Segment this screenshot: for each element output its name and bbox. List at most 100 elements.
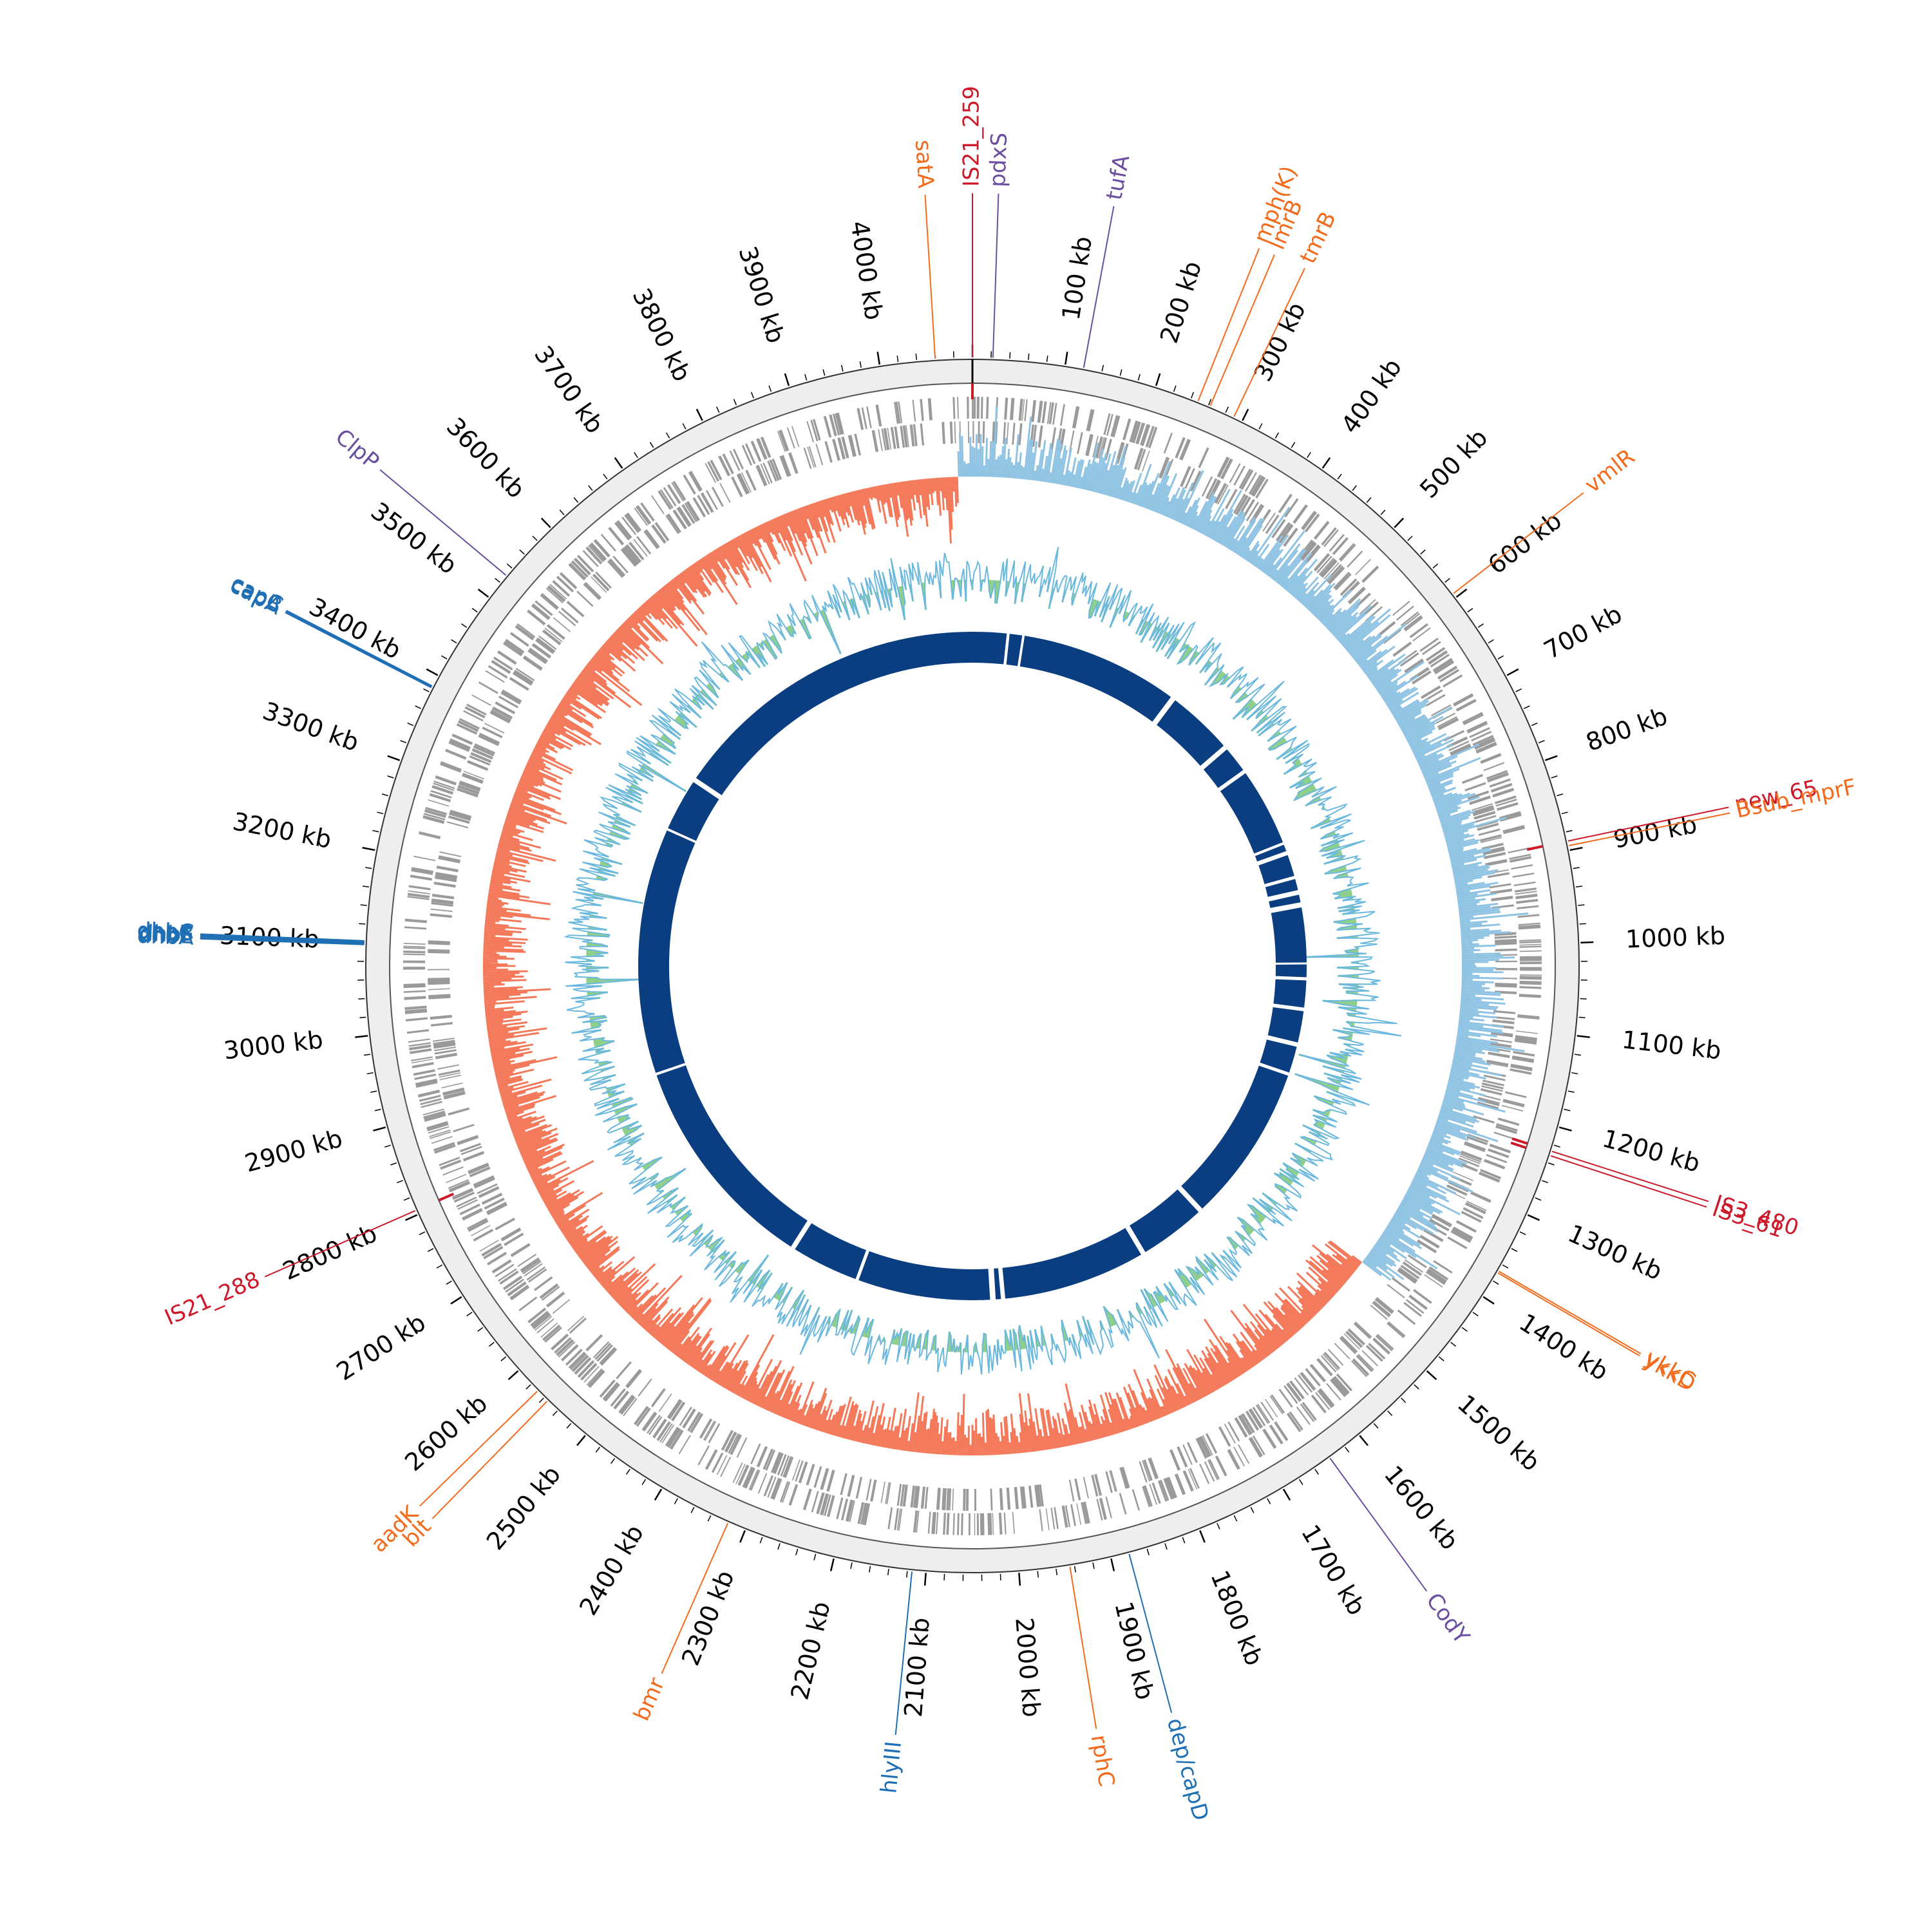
gene-bar <box>737 1464 750 1486</box>
gc-skew-bar <box>1365 666 1378 676</box>
gc-skew-bar <box>1430 1136 1448 1145</box>
gene-bar <box>896 1508 901 1531</box>
gene-bar <box>430 790 452 799</box>
gc-skew-bar <box>1393 1214 1417 1230</box>
gc-skew-bar <box>712 550 726 569</box>
gene-bar <box>1494 935 1517 939</box>
gene-bar <box>439 1072 461 1078</box>
gc-content-fill <box>655 1175 673 1189</box>
gene-bar <box>1489 1143 1511 1153</box>
major-tick <box>477 588 489 598</box>
gene-bar <box>423 813 446 820</box>
gc-content-line <box>563 547 1401 1375</box>
gene-bar <box>1431 1214 1452 1227</box>
gene-bar <box>580 1363 598 1381</box>
gene-bar <box>1479 834 1502 842</box>
feature-leader-line <box>285 612 432 688</box>
gene-bar <box>1146 426 1155 448</box>
gc-skew-bar <box>490 1046 505 1052</box>
gc-skew-bar <box>1407 727 1436 743</box>
gene-bar <box>1488 1148 1510 1159</box>
gene-bar <box>1463 713 1484 726</box>
gc-skew-bar <box>612 1271 642 1299</box>
gene-bar <box>468 1163 489 1175</box>
feature-leader-line <box>285 611 432 688</box>
gc-skew-bar <box>1326 1253 1353 1276</box>
gene-bar <box>1327 1349 1344 1366</box>
gc-skew-bar <box>698 559 715 583</box>
gc-skew-bar <box>508 1117 523 1124</box>
gene-bar <box>878 429 883 451</box>
gc-skew-bar <box>1370 1249 1393 1267</box>
gc-skew-bar <box>1121 480 1130 500</box>
gc-skew-bar <box>1145 1410 1152 1423</box>
gc-skew-bar <box>682 1336 702 1361</box>
gc-skew-bar <box>797 508 810 540</box>
gc-skew-bar <box>1095 453 1108 493</box>
gc-skew-bar <box>636 1274 683 1324</box>
gc-skew-bar <box>551 1203 571 1217</box>
gene-bar <box>1225 489 1237 509</box>
gene-bar <box>1409 623 1428 638</box>
gc-skew-bar <box>1068 1409 1079 1444</box>
gc-skew-bar <box>621 1293 638 1309</box>
gc-content-fill <box>1159 1296 1164 1303</box>
gc-skew-bar <box>670 580 679 590</box>
gc-skew-bar <box>1459 906 1501 914</box>
gene-bar <box>1103 413 1111 435</box>
gc-skew-bar <box>508 808 551 824</box>
gc-skew-bar <box>1419 754 1444 768</box>
gene-bar <box>1519 943 1542 946</box>
major-tick <box>540 517 551 528</box>
gc-skew-bar <box>848 1405 859 1440</box>
gene-bar <box>536 638 556 654</box>
gc-skew-bar <box>540 734 565 749</box>
gc-skew-bar <box>1363 661 1378 673</box>
gene-bar <box>515 625 535 641</box>
gc-skew-bar <box>1300 1285 1323 1309</box>
gc-skew-bar <box>1460 923 1482 927</box>
gc-skew-bar <box>717 1334 750 1385</box>
gene-bar <box>1050 1507 1056 1530</box>
gc-skew-bar <box>1039 1408 1048 1450</box>
gc-skew-bar <box>1424 772 1439 780</box>
gene-bar <box>531 605 550 620</box>
gc-skew-bar <box>515 788 544 801</box>
gc-skew-bar <box>864 488 876 529</box>
minor-tick <box>896 355 899 363</box>
gene-bar <box>1045 1508 1050 1531</box>
gene-bar <box>772 1478 782 1500</box>
gc-skew-bar <box>1388 699 1403 710</box>
gc-skew-bar <box>773 518 793 557</box>
feature-leader-line <box>992 193 999 358</box>
gc-skew-bar <box>1199 1357 1220 1390</box>
gene-bar <box>583 1365 600 1383</box>
gc-skew-bar <box>752 527 761 540</box>
tick-label: 500 kb <box>1414 423 1493 504</box>
major-tick <box>654 1488 663 1501</box>
gene-bar <box>510 1243 531 1258</box>
gc-skew-bar <box>1392 1216 1406 1226</box>
gene-bar <box>411 867 433 873</box>
major-tick <box>1527 1214 1540 1221</box>
gc-skew-bar <box>690 1351 703 1367</box>
feature-label-is21-288: IS21_288 <box>161 1267 264 1331</box>
gc-skew-bar <box>650 596 663 610</box>
gene-bar <box>1238 468 1251 489</box>
gc-skew-bar <box>1093 1403 1104 1438</box>
gene-bar <box>535 1316 553 1331</box>
minor-tick <box>396 1180 403 1184</box>
gc-skew-bar <box>1240 525 1263 558</box>
gc-skew-bar <box>1084 463 1092 490</box>
gc-skew-bar <box>900 481 909 521</box>
gene-bar <box>1495 983 1517 988</box>
gc-skew-bar <box>1192 1367 1209 1396</box>
gc-skew-bar <box>668 581 684 600</box>
gc-skew-bar <box>1449 847 1490 858</box>
gc-skew-bar <box>560 1218 580 1233</box>
gc-skew-bar <box>1328 601 1360 632</box>
gc-content-fill <box>1148 1293 1157 1307</box>
gc-skew-bar <box>1203 1318 1242 1376</box>
gene-bar <box>452 1188 474 1200</box>
gene-bar <box>1515 1030 1538 1034</box>
